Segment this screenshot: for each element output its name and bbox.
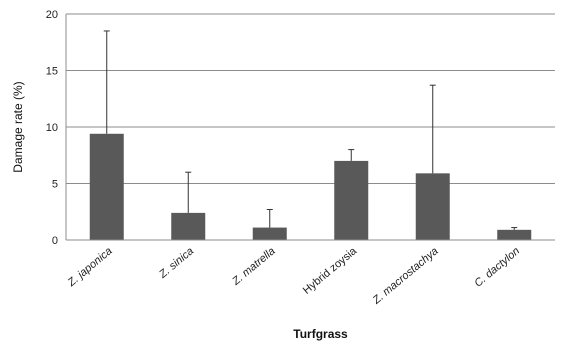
x-tick-label: Z. matrella bbox=[229, 245, 277, 288]
bar bbox=[334, 160, 369, 240]
x-tick-label: Z. macrostachya bbox=[370, 245, 441, 307]
y-tick-label: 15 bbox=[46, 66, 58, 78]
y-tick-label: 0 bbox=[52, 235, 58, 247]
x-tick-label: Hybrid zoysia bbox=[301, 245, 360, 297]
x-tick-label: Z. japonica bbox=[65, 245, 115, 289]
y-axis-title: Damage rate (%) bbox=[11, 81, 25, 172]
y-tick-labels: 0 5 10 15 20 bbox=[46, 9, 58, 247]
bar bbox=[89, 133, 124, 240]
x-tick-label: C. dactylon bbox=[472, 245, 522, 290]
gridlines bbox=[66, 13, 555, 184]
y-tick-label: 5 bbox=[52, 179, 58, 191]
bar bbox=[171, 212, 206, 240]
bar bbox=[497, 229, 532, 240]
x-axis-title: Turfgrass bbox=[293, 327, 348, 341]
x-tick-labels: Z. japonica Z. sinica Z. matrella Hybrid zo… bbox=[65, 245, 522, 308]
y-tick-label: 10 bbox=[46, 122, 58, 134]
x-tick-label: Z. sinica bbox=[156, 245, 196, 281]
y-tick-label: 20 bbox=[46, 9, 58, 21]
bar bbox=[252, 227, 287, 240]
bars bbox=[89, 133, 532, 240]
error-bars bbox=[103, 30, 518, 230]
bar bbox=[415, 173, 450, 240]
